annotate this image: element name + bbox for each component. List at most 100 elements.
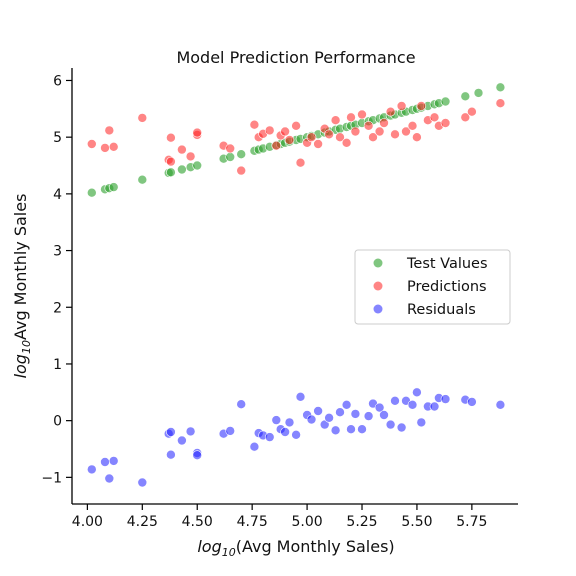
prediction-point [335, 132, 345, 142]
test-value-point [192, 160, 202, 171]
x-tick-label: 5.50 [401, 514, 432, 530]
legend-frame [354, 249, 511, 325]
prediction-point [407, 121, 418, 131]
residual-point [357, 424, 367, 435]
prediction-point [467, 106, 477, 117]
prediction-point [284, 135, 295, 145]
test-value-point [166, 167, 176, 178]
prediction-point [357, 109, 367, 120]
residual-point [236, 399, 246, 410]
prediction-point [440, 118, 451, 128]
legend-marker-residuals [373, 304, 383, 314]
residual-point [137, 477, 148, 488]
prediction-point [166, 156, 176, 167]
residual-point [374, 402, 385, 413]
residual-point [346, 424, 356, 435]
residual-point [225, 426, 235, 436]
prediction-point [313, 139, 323, 149]
residual-point [495, 399, 506, 410]
residual-point [87, 464, 97, 475]
prediction-point [368, 132, 378, 142]
residual-point [440, 394, 451, 404]
residual-point [185, 426, 196, 437]
residual-point [295, 391, 306, 402]
residual-point [341, 399, 352, 410]
prediction-point [100, 143, 110, 153]
y-tick-label: −1 [41, 470, 62, 486]
chart-title: Model Prediction Performance [176, 48, 415, 67]
y-tick-label: 5 [53, 130, 62, 146]
prediction-point [295, 157, 306, 168]
test-value-point [440, 96, 451, 107]
legend: Test Values Predictions Residuals [354, 249, 511, 325]
legend-label-predictions: Predictions [407, 279, 487, 295]
test-value-point [87, 187, 97, 198]
prediction-point [225, 143, 235, 154]
prediction-point [271, 140, 282, 151]
y-tick-label: 1 [53, 357, 62, 373]
residual-point [379, 410, 389, 420]
residual-point [363, 411, 374, 421]
x-tick-label: 5.25 [346, 514, 377, 530]
residual-point [177, 435, 187, 446]
residual-point [166, 427, 176, 437]
prediction-point [87, 139, 97, 149]
residual-point [396, 422, 407, 433]
residual-point [284, 417, 295, 428]
residual-point [412, 387, 422, 398]
test-value-point [495, 82, 506, 93]
residual-point [313, 406, 323, 416]
residual-point [249, 441, 260, 452]
prediction-point [346, 112, 356, 123]
residual-point [100, 457, 110, 467]
test-value-point [108, 182, 119, 192]
residual-point [350, 409, 361, 419]
prediction-point [137, 113, 148, 123]
y-tick-label: 3 [53, 244, 62, 260]
prediction-point [412, 132, 422, 142]
legend-marker-predictions [373, 281, 383, 291]
residual-point [407, 399, 418, 410]
y-axis-label: log10Avg Monthly Sales [11, 194, 33, 379]
residual-point [271, 415, 282, 425]
x-ticks: 4.00 4.25 4.50 4.75 5.00 5.25 5.50 5.75 [72, 504, 487, 530]
x-tick-label: 4.75 [237, 514, 268, 530]
x-tick-label: 4.00 [72, 514, 103, 530]
test-value-point [177, 164, 187, 175]
residual-point [264, 432, 275, 442]
prediction-point [280, 126, 290, 137]
residual-point [319, 419, 330, 430]
test-value-point [473, 88, 484, 98]
residual-point [192, 450, 202, 461]
residual-point [416, 417, 427, 428]
x-axis-label: log10(Avg Monthly Sales) [197, 537, 394, 559]
legend-marker-test [373, 258, 383, 268]
residual-point [108, 456, 119, 466]
x-tick-label: 4.50 [182, 514, 213, 530]
residual-point [390, 395, 400, 406]
prediction-point [108, 142, 119, 152]
residual-point [306, 414, 317, 425]
prediction-point [104, 125, 115, 136]
residual-point [291, 429, 301, 440]
prediction-point [363, 121, 374, 131]
prediction-point [236, 165, 246, 176]
residual-point [104, 473, 115, 484]
y-tick-label: 4 [53, 187, 62, 203]
prediction-point [185, 151, 196, 162]
test-value-point [460, 91, 471, 102]
prediction-point [177, 144, 187, 155]
prediction-point [330, 115, 341, 125]
prediction-point [429, 112, 440, 123]
x-tick-label: 5.00 [291, 514, 322, 530]
prediction-point [495, 98, 506, 108]
data-points [87, 82, 506, 488]
legend-label-test: Test Values [406, 256, 488, 272]
residual-point [324, 412, 334, 423]
residual-point [166, 449, 176, 460]
prediction-point [291, 121, 301, 131]
prediction-point [379, 118, 389, 128]
prediction-point [306, 132, 317, 142]
y-tick-label: 2 [53, 300, 62, 316]
